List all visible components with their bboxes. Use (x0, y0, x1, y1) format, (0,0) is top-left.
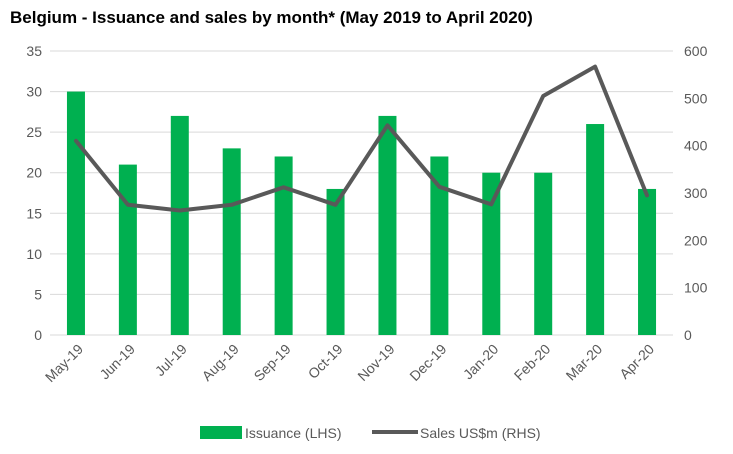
right-tick-label: 400 (684, 138, 708, 154)
category-labels: May-19 Jun-19 Jul-19 Aug-19 Sep-19 Oct-19 Nov-… (42, 341, 658, 385)
bar-Mar-20 (586, 124, 605, 336)
category-label: Sep-19 (251, 341, 294, 384)
bar-series (66, 91, 657, 336)
category-label: Dec-19 (406, 341, 449, 384)
legend-label-issuance: Issuance (LHS) (245, 425, 341, 441)
right-tick-label: 600 (684, 43, 708, 59)
bar-Jul-19 (170, 115, 189, 336)
right-tick-label: 0 (684, 327, 692, 343)
line-series (74, 64, 649, 213)
sales-line (74, 64, 649, 213)
bar-Oct-19 (326, 188, 345, 335)
bar-Dec-19 (430, 156, 449, 335)
category-label: Oct-19 (305, 341, 346, 382)
legend-label-sales: Sales US$m (RHS) (420, 425, 541, 441)
left-axis-ticks: 0 5 10 15 20 25 30 35 (26, 43, 42, 343)
bar-Feb-20 (534, 172, 553, 335)
legend-swatch-issuance (200, 426, 242, 439)
category-label: May-19 (42, 341, 86, 385)
right-tick-label: 200 (684, 232, 708, 248)
right-tick-label: 100 (684, 280, 708, 296)
category-label: Jun-19 (96, 341, 138, 383)
right-axis-ticks: 0 100 200 300 400 500 600 (684, 43, 708, 343)
bar-Apr-20 (638, 188, 657, 335)
left-tick-label: 25 (26, 124, 42, 140)
category-label: Apr-20 (616, 341, 657, 382)
bar-Jun-19 (118, 164, 137, 335)
left-tick-label: 10 (26, 246, 42, 262)
right-tick-label: 500 (684, 90, 708, 106)
left-tick-label: 15 (26, 205, 42, 221)
category-label: Nov-19 (354, 341, 397, 384)
category-label: Feb-20 (511, 341, 554, 384)
gridlines (50, 50, 673, 336)
left-tick-label: 30 (26, 84, 42, 100)
chart-title: Belgium - Issuance and sales by month* (… (10, 8, 533, 27)
bar-Aug-19 (222, 148, 241, 335)
category-label: Jan-20 (460, 341, 502, 383)
bar-Nov-19 (378, 115, 397, 336)
bar-May-19 (66, 91, 85, 335)
bar-Sep-19 (274, 156, 293, 335)
left-tick-label: 20 (26, 165, 42, 181)
category-label: Mar-20 (563, 341, 606, 384)
legend: Issuance (LHS) Sales US$m (RHS) (200, 425, 541, 441)
bar-Jan-20 (482, 172, 501, 335)
category-label: Jul-19 (152, 341, 190, 379)
right-tick-label: 300 (684, 185, 708, 201)
category-label: Aug-19 (199, 341, 242, 384)
left-tick-label: 5 (34, 286, 42, 302)
left-tick-label: 35 (26, 43, 42, 59)
left-tick-label: 0 (34, 327, 42, 343)
